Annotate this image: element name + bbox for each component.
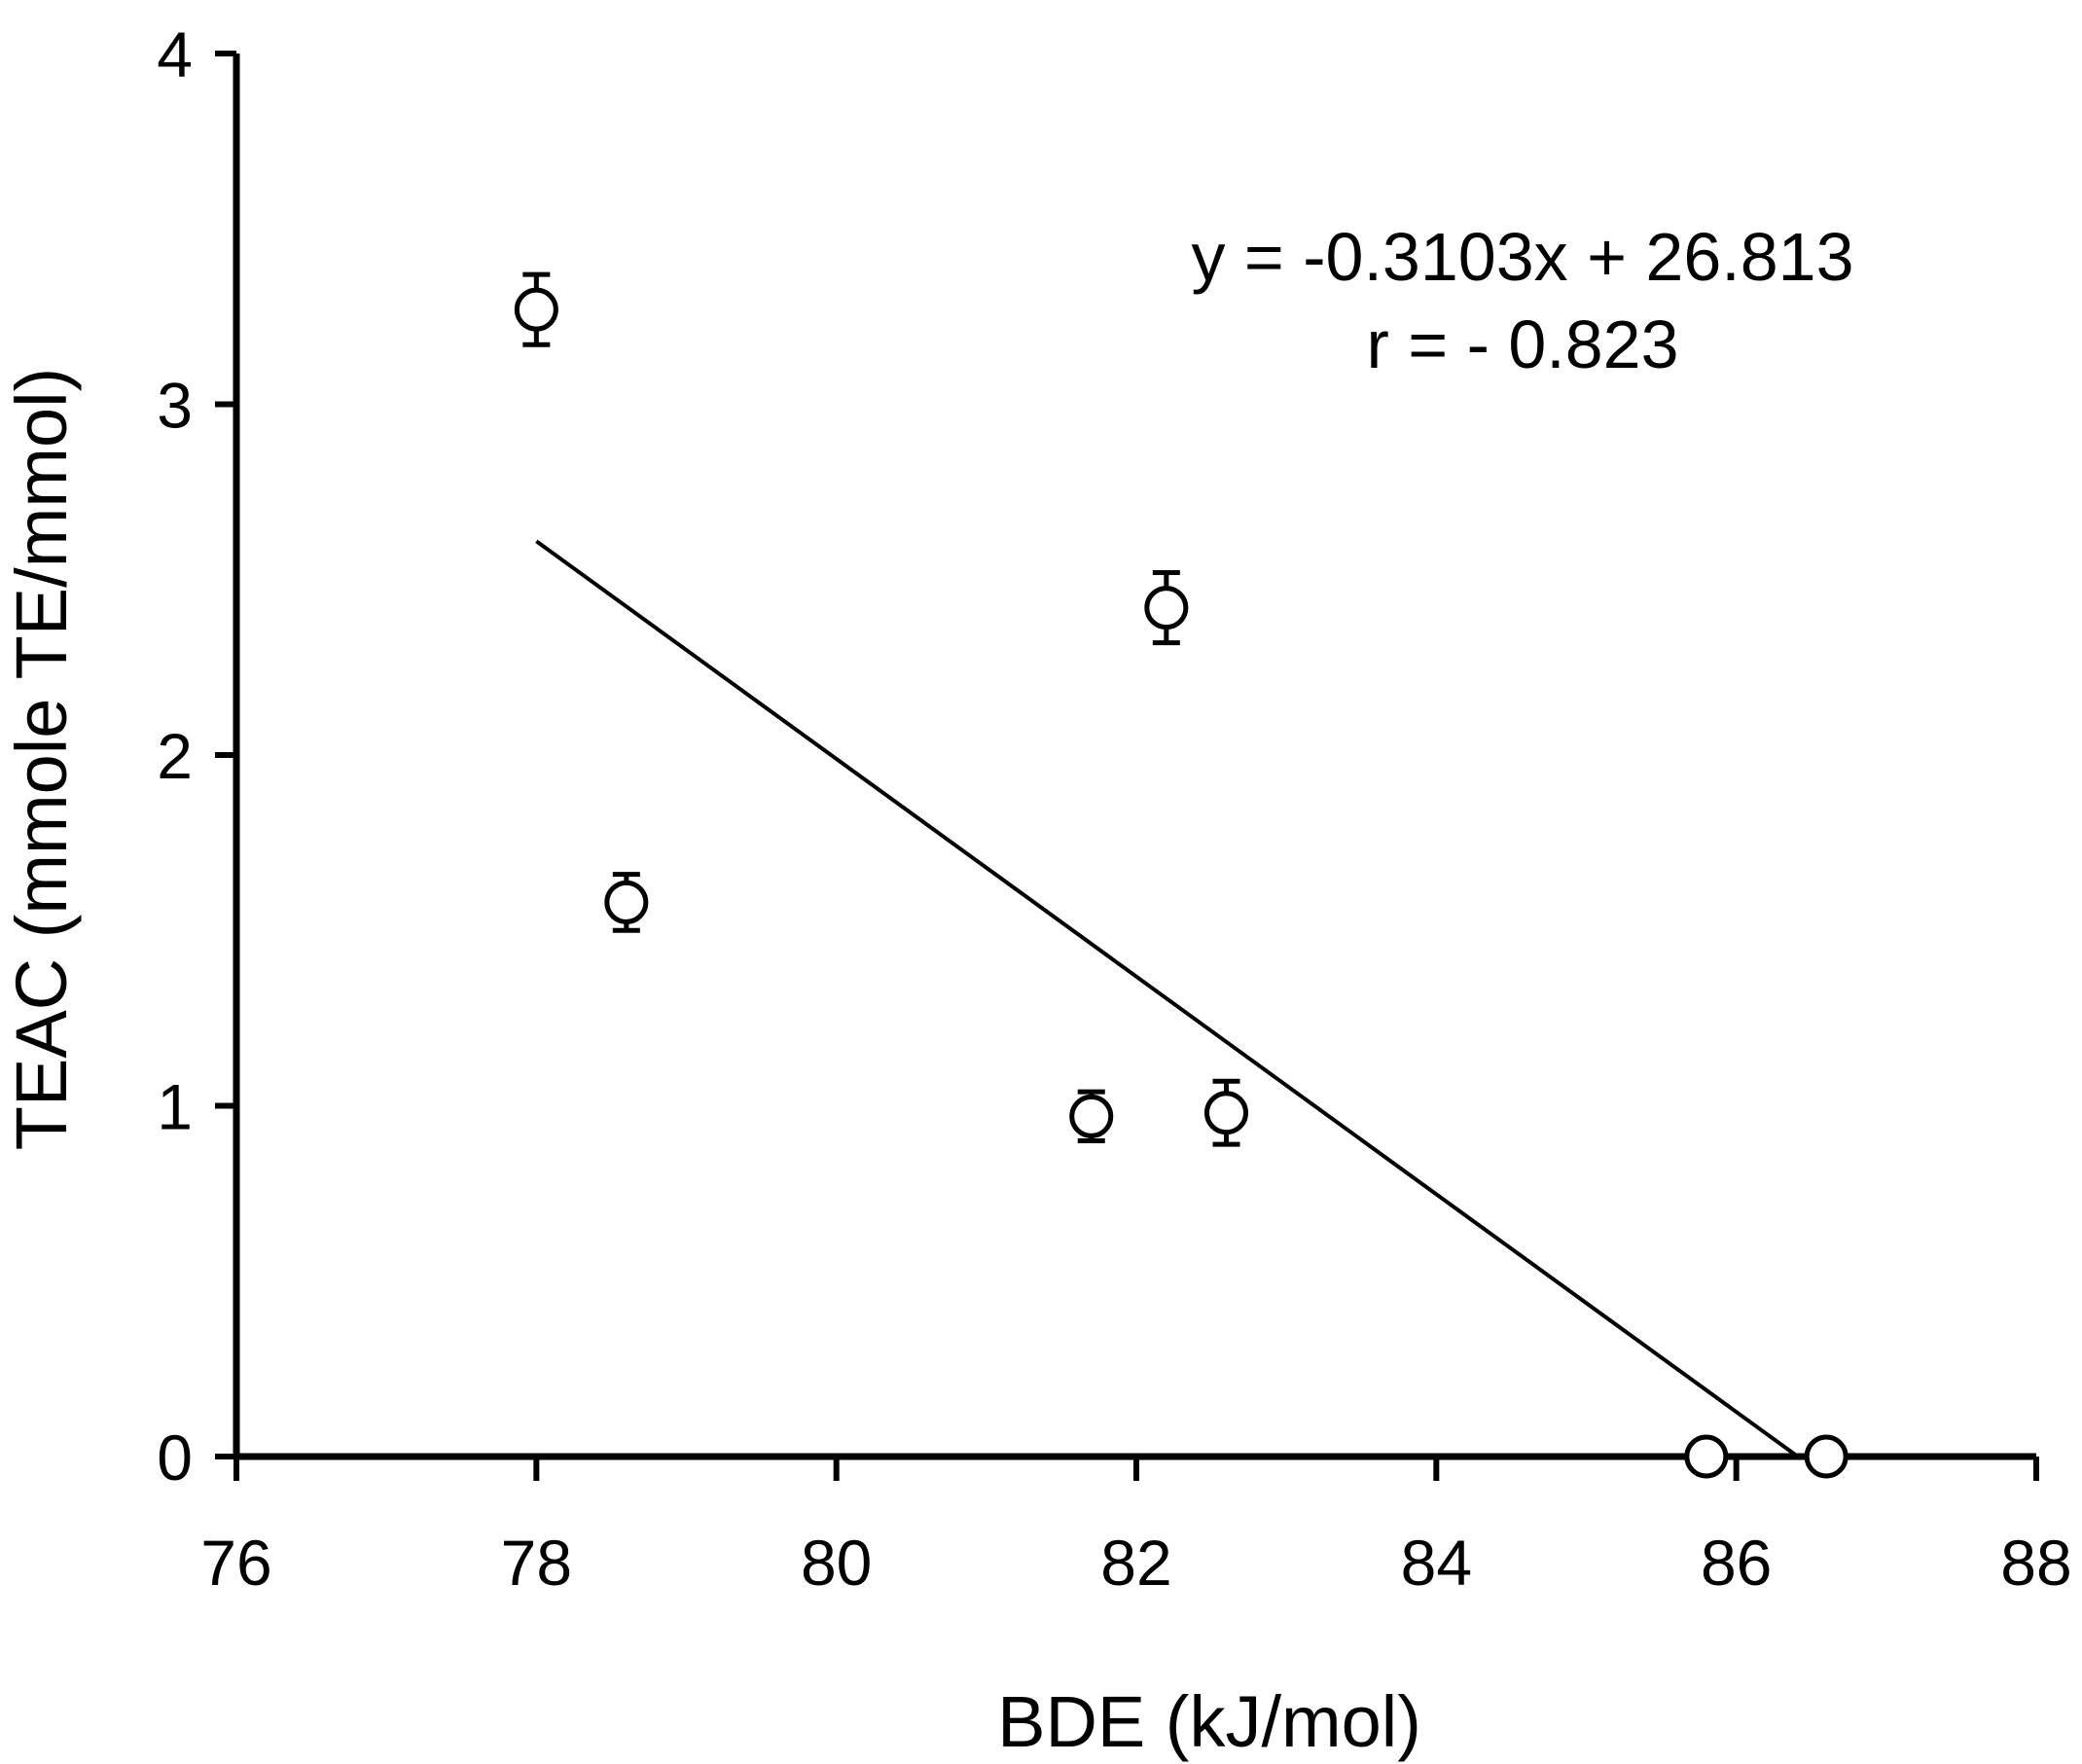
data-point: [1069, 1094, 1114, 1138]
y-axis-ticks: 0 1 2 3 4: [157, 18, 236, 1494]
x-tick-label: 82: [1100, 1527, 1171, 1599]
data-point: [1204, 1091, 1248, 1135]
data-point: [604, 880, 649, 924]
y-tick-label: 3: [157, 370, 193, 442]
x-axis-ticks: 76 78 80 82 84 86 88: [200, 1457, 2072, 1599]
correlation-coefficient: r = - 0.823: [1366, 306, 1678, 382]
y-tick-label: 0: [157, 1422, 193, 1494]
data-point: [1144, 586, 1189, 630]
y-axis-title: TEAC (mmole TE/mmol): [1, 368, 82, 1150]
trendline: [535, 539, 1801, 1459]
x-tick-label: 80: [801, 1527, 872, 1599]
y-tick-label: 2: [157, 720, 193, 792]
data-point: [514, 287, 558, 332]
x-tick-label: 86: [1701, 1527, 1772, 1599]
data-point: [1684, 1434, 1729, 1479]
data-point: [1804, 1434, 1849, 1479]
x-tick-label: 78: [501, 1527, 572, 1599]
y-tick-label: 4: [157, 18, 193, 90]
y-tick-label: 1: [157, 1071, 193, 1143]
data-points: [514, 271, 1849, 1479]
x-tick-label: 84: [1401, 1527, 1472, 1599]
trendline-group: [535, 539, 1801, 1459]
x-tick-label: 88: [2000, 1527, 2071, 1599]
x-axis-title: BDE (kJ/mol): [997, 1681, 1421, 1762]
x-tick-label: 76: [200, 1527, 271, 1599]
regression-equation: y = -0.3103x + 26.813: [1191, 219, 1853, 295]
